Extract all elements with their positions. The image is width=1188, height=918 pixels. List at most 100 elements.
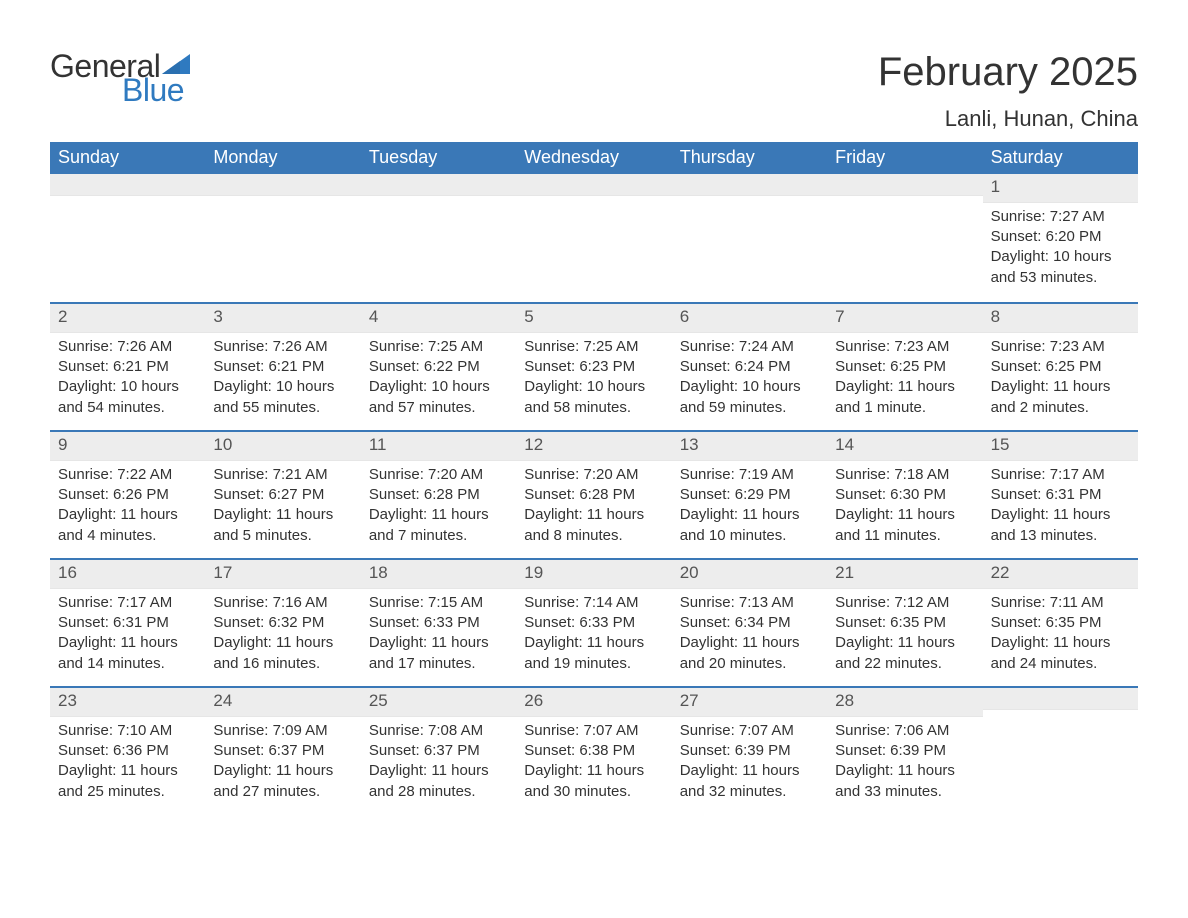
day-body: Sunrise: 7:15 AMSunset: 6:33 PMDaylight:… — [361, 589, 516, 686]
sunrise-line: Sunrise: 7:16 AM — [213, 593, 352, 613]
sunrise-line: Sunrise: 7:17 AM — [991, 465, 1130, 485]
day-cell: 13Sunrise: 7:19 AMSunset: 6:29 PMDayligh… — [672, 432, 827, 558]
daylight1-line: Daylight: 11 hours — [991, 633, 1130, 653]
sunrise-line: Sunrise: 7:07 AM — [524, 721, 663, 741]
sunset-line: Sunset: 6:28 PM — [524, 485, 663, 505]
sunset-line: Sunset: 6:33 PM — [524, 613, 663, 633]
daylight2-line: and 22 minutes. — [835, 654, 974, 674]
day-body — [827, 196, 982, 212]
day-cell: 17Sunrise: 7:16 AMSunset: 6:32 PMDayligh… — [205, 560, 360, 686]
daylight1-line: Daylight: 11 hours — [369, 633, 508, 653]
day-body: Sunrise: 7:06 AMSunset: 6:39 PMDaylight:… — [827, 717, 982, 814]
daylight1-line: Daylight: 11 hours — [991, 505, 1130, 525]
day-number: 27 — [672, 688, 827, 717]
day-number: 7 — [827, 304, 982, 333]
daylight1-line: Daylight: 11 hours — [524, 761, 663, 781]
weekday-sunday: Sunday — [50, 142, 205, 174]
daylight2-line: and 32 minutes. — [680, 782, 819, 802]
sunset-line: Sunset: 6:25 PM — [991, 357, 1130, 377]
day-number: 22 — [983, 560, 1138, 589]
day-number: 2 — [50, 304, 205, 333]
day-body: Sunrise: 7:07 AMSunset: 6:38 PMDaylight:… — [516, 717, 671, 814]
sunrise-line: Sunrise: 7:07 AM — [680, 721, 819, 741]
daylight2-line: and 30 minutes. — [524, 782, 663, 802]
day-number: 13 — [672, 432, 827, 461]
daylight1-line: Daylight: 11 hours — [680, 633, 819, 653]
day-body: Sunrise: 7:13 AMSunset: 6:34 PMDaylight:… — [672, 589, 827, 686]
sunrise-line: Sunrise: 7:20 AM — [524, 465, 663, 485]
day-number: 28 — [827, 688, 982, 717]
week-row: 16Sunrise: 7:17 AMSunset: 6:31 PMDayligh… — [50, 558, 1138, 686]
weekday-friday: Friday — [827, 142, 982, 174]
week-row: 1Sunrise: 7:27 AMSunset: 6:20 PMDaylight… — [50, 174, 1138, 302]
day-cell: 1Sunrise: 7:27 AMSunset: 6:20 PMDaylight… — [983, 174, 1138, 302]
day-cell: 14Sunrise: 7:18 AMSunset: 6:30 PMDayligh… — [827, 432, 982, 558]
day-body: Sunrise: 7:27 AMSunset: 6:20 PMDaylight:… — [983, 203, 1138, 300]
sunrise-line: Sunrise: 7:20 AM — [369, 465, 508, 485]
sunrise-line: Sunrise: 7:27 AM — [991, 207, 1130, 227]
sunset-line: Sunset: 6:34 PM — [680, 613, 819, 633]
sunrise-line: Sunrise: 7:11 AM — [991, 593, 1130, 613]
sunrise-line: Sunrise: 7:06 AM — [835, 721, 974, 741]
sunset-line: Sunset: 6:33 PM — [369, 613, 508, 633]
day-cell-empty — [205, 174, 360, 302]
day-cell: 9Sunrise: 7:22 AMSunset: 6:26 PMDaylight… — [50, 432, 205, 558]
sunset-line: Sunset: 6:37 PM — [369, 741, 508, 761]
day-number: 12 — [516, 432, 671, 461]
sunset-line: Sunset: 6:29 PM — [680, 485, 819, 505]
daylight2-line: and 25 minutes. — [58, 782, 197, 802]
daylight1-line: Daylight: 11 hours — [835, 377, 974, 397]
day-number: 16 — [50, 560, 205, 589]
day-body: Sunrise: 7:12 AMSunset: 6:35 PMDaylight:… — [827, 589, 982, 686]
weekday-monday: Monday — [205, 142, 360, 174]
daylight2-line: and 27 minutes. — [213, 782, 352, 802]
daylight2-line: and 5 minutes. — [213, 526, 352, 546]
day-cell: 25Sunrise: 7:08 AMSunset: 6:37 PMDayligh… — [361, 688, 516, 814]
day-number: 1 — [983, 174, 1138, 203]
daylight1-line: Daylight: 11 hours — [991, 377, 1130, 397]
sunrise-line: Sunrise: 7:09 AM — [213, 721, 352, 741]
sunrise-line: Sunrise: 7:23 AM — [991, 337, 1130, 357]
daylight1-line: Daylight: 11 hours — [213, 633, 352, 653]
sunset-line: Sunset: 6:38 PM — [524, 741, 663, 761]
logo: General Blue — [50, 50, 190, 106]
day-number — [50, 174, 205, 196]
daylight1-line: Daylight: 10 hours — [991, 247, 1130, 267]
day-number: 4 — [361, 304, 516, 333]
day-number: 25 — [361, 688, 516, 717]
header-row: General Blue February 2025 Lanli, Hunan,… — [50, 50, 1138, 132]
day-body: Sunrise: 7:16 AMSunset: 6:32 PMDaylight:… — [205, 589, 360, 686]
daylight1-line: Daylight: 10 hours — [680, 377, 819, 397]
day-body: Sunrise: 7:20 AMSunset: 6:28 PMDaylight:… — [361, 461, 516, 558]
day-body: Sunrise: 7:07 AMSunset: 6:39 PMDaylight:… — [672, 717, 827, 814]
day-cell: 12Sunrise: 7:20 AMSunset: 6:28 PMDayligh… — [516, 432, 671, 558]
sunset-line: Sunset: 6:31 PM — [991, 485, 1130, 505]
title-block: February 2025 Lanli, Hunan, China — [878, 50, 1138, 132]
week-row: 23Sunrise: 7:10 AMSunset: 6:36 PMDayligh… — [50, 686, 1138, 814]
daylight1-line: Daylight: 11 hours — [58, 633, 197, 653]
day-number: 18 — [361, 560, 516, 589]
sunset-line: Sunset: 6:22 PM — [369, 357, 508, 377]
day-cell-empty — [672, 174, 827, 302]
day-cell: 15Sunrise: 7:17 AMSunset: 6:31 PMDayligh… — [983, 432, 1138, 558]
day-number: 5 — [516, 304, 671, 333]
day-number — [983, 688, 1138, 710]
daylight2-line: and 59 minutes. — [680, 398, 819, 418]
day-cell-empty — [361, 174, 516, 302]
logo-blue-text: Blue — [122, 74, 190, 106]
daylight2-line: and 24 minutes. — [991, 654, 1130, 674]
sunset-line: Sunset: 6:20 PM — [991, 227, 1130, 247]
daylight1-line: Daylight: 11 hours — [58, 505, 197, 525]
daylight2-line: and 20 minutes. — [680, 654, 819, 674]
daylight1-line: Daylight: 11 hours — [58, 761, 197, 781]
sunset-line: Sunset: 6:24 PM — [680, 357, 819, 377]
day-cell: 8Sunrise: 7:23 AMSunset: 6:25 PMDaylight… — [983, 304, 1138, 430]
week-row: 2Sunrise: 7:26 AMSunset: 6:21 PMDaylight… — [50, 302, 1138, 430]
sunset-line: Sunset: 6:39 PM — [835, 741, 974, 761]
day-body: Sunrise: 7:22 AMSunset: 6:26 PMDaylight:… — [50, 461, 205, 558]
daylight1-line: Daylight: 10 hours — [524, 377, 663, 397]
day-number: 9 — [50, 432, 205, 461]
calendar-grid: SundayMondayTuesdayWednesdayThursdayFrid… — [50, 142, 1138, 814]
day-cell: 4Sunrise: 7:25 AMSunset: 6:22 PMDaylight… — [361, 304, 516, 430]
day-body: Sunrise: 7:25 AMSunset: 6:22 PMDaylight:… — [361, 333, 516, 430]
